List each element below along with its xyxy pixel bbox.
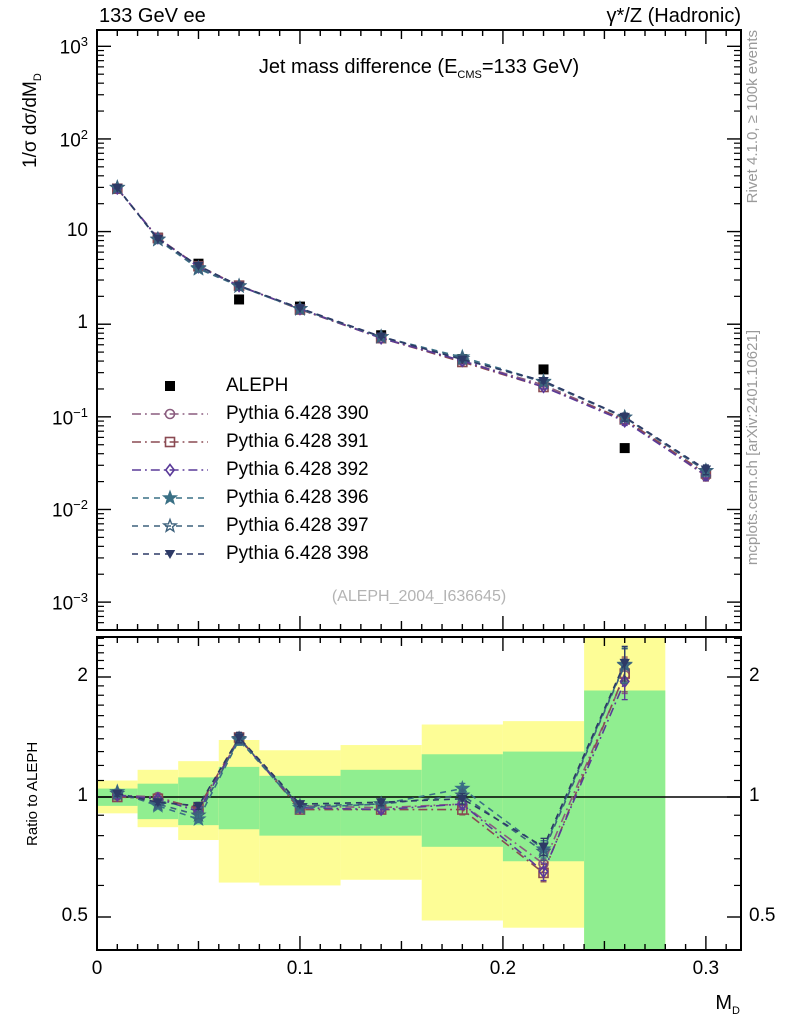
- x-tick-label: 0: [91, 958, 103, 979]
- main-y-tick-label: 103: [59, 34, 88, 59]
- ratio-y-tick-label-left: 2: [77, 665, 88, 686]
- plot-title-post: =133 GeV): [481, 56, 580, 78]
- main-y-tick-label: 10: [66, 219, 88, 241]
- legend-item: Pythia 6.428 397: [128, 512, 369, 540]
- ratio-y-tick-label-left: 0.5: [61, 905, 88, 926]
- analysis-watermark: (ALEPH_2004_I636645): [331, 588, 507, 605]
- legend-item: ALEPH: [128, 372, 369, 400]
- legend-label: Pythia 6.428 398: [226, 543, 369, 564]
- ratio-y-tick-label-left: 1: [77, 785, 88, 806]
- legend-label: Pythia 6.428 390: [226, 403, 369, 424]
- legend-item: Pythia 6.428 392: [128, 456, 369, 484]
- ratio-y-tick-label-right: 2: [749, 665, 760, 686]
- main-y-axis-title-text: 1/σ dσ/dM: [20, 81, 41, 168]
- legend-marker-mc: [132, 408, 208, 420]
- ratio-y-tick-label-right: 1: [749, 785, 760, 806]
- legend-item: Pythia 6.428 390: [128, 400, 369, 428]
- legend: ALEPH Pythia 6.428 390 Pythia 6.428 391 Pyt…: [128, 372, 369, 568]
- ratio-y-tick-label-right: 0.5: [749, 905, 776, 926]
- legend-marker-mc: [132, 489, 208, 505]
- rivet-version-note: Rivet 4.1.0, ≥ 100k events: [744, 30, 761, 204]
- plot-title-pre: Jet mass difference (E: [258, 56, 458, 78]
- legend-label: ALEPH: [226, 375, 289, 396]
- main-y-tick-label: 102: [59, 126, 88, 152]
- x-tick-label: 0.2: [489, 958, 517, 979]
- legend-item: Pythia 6.428 396: [128, 484, 369, 512]
- legend-marker-mc: [132, 517, 208, 533]
- x-tick-label: 0.1: [286, 958, 314, 979]
- main-y-tick-label: 10−1: [52, 404, 88, 430]
- legend-marker-mc: [132, 463, 208, 477]
- mcplots-reference-note: mcplots.cern.ch [arXiv:2401.10621]: [744, 330, 761, 566]
- main-y-tick-label: 10−2: [52, 497, 88, 522]
- legend-marker-data: [165, 381, 175, 391]
- plot-title-sub: CMS: [457, 69, 482, 81]
- legend-label: Pythia 6.428 392: [226, 459, 369, 480]
- x-tick-label: 0.3: [692, 958, 720, 979]
- main-y-tick-label: 1: [77, 312, 88, 334]
- main-y-tick-label: 10−3: [52, 590, 88, 615]
- process-header: γ*/Z (Hadronic): [606, 5, 741, 27]
- beam-energy-header: 133 GeV ee: [99, 5, 206, 27]
- legend-label: Pythia 6.428 396: [226, 487, 369, 508]
- legend-label: Pythia 6.428 397: [226, 515, 369, 536]
- x-axis-title-sub: D: [732, 1005, 740, 1017]
- x-axis-title: MD: [640, 992, 740, 1017]
- plot-title: Jet mass difference (ECMS=133 GeV): [97, 56, 741, 81]
- legend-label: Pythia 6.428 391: [226, 431, 369, 452]
- x-axis-title-text: M: [715, 992, 733, 1014]
- main-y-axis-title-sub: D: [31, 73, 44, 82]
- legend-item: Pythia 6.428 391: [128, 428, 369, 456]
- legend-item: Pythia 6.428 398: [128, 540, 369, 568]
- legend-marker-mc: [132, 550, 208, 559]
- legend-marker-mc: [132, 436, 208, 448]
